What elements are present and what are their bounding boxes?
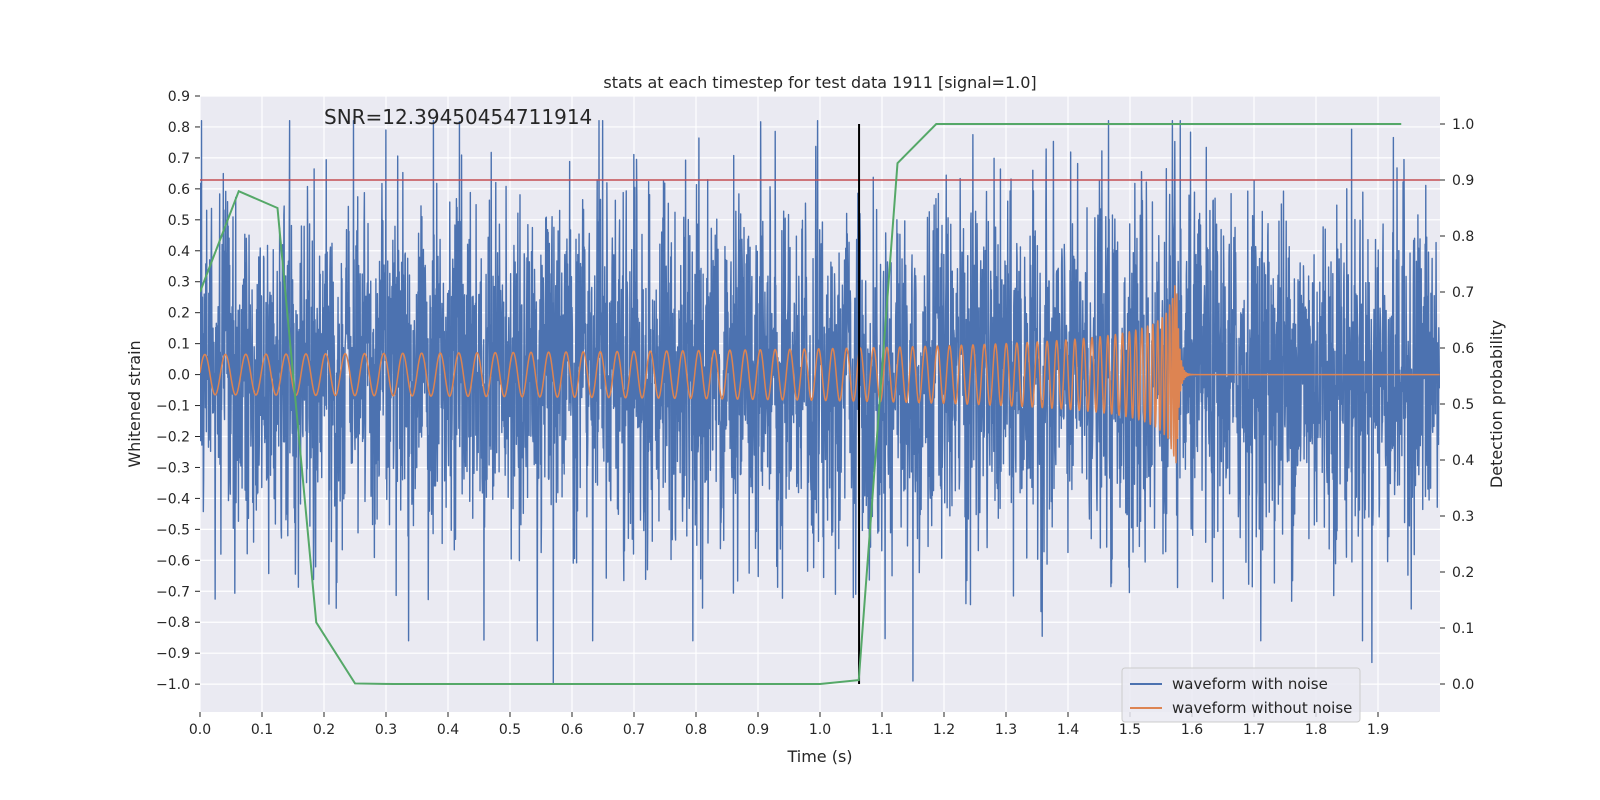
y-tick-label: 0.2: [168, 306, 190, 322]
right-tick-label: 0.5: [1452, 397, 1474, 413]
y-tick-label: −1.0: [156, 677, 190, 693]
right-tick-label: 0.3: [1452, 509, 1474, 525]
y-tick-label: −0.7: [156, 584, 190, 600]
y-axis-ticks: 0.9 0.8 0.7 0.6 0.5 0.4 0.3 0.2 0.1 0.0 −0.1 −0.2 −0…: [156, 89, 200, 693]
x-tick-label: 0.0: [189, 722, 211, 738]
x-tick-label: 1.9: [1367, 722, 1389, 738]
x-tick-label: 1.5: [1119, 722, 1141, 738]
x-tick-label: 0.6: [561, 722, 583, 738]
right-tick-label: 0.2: [1452, 565, 1474, 581]
x-tick-label: 0.8: [685, 722, 707, 738]
x-tick-label: 1.6: [1181, 722, 1203, 738]
y-tick-label: −0.8: [156, 615, 190, 631]
x-tick-label: 0.3: [375, 722, 397, 738]
x-tick-label: 1.0: [809, 722, 831, 738]
x-tick-label: 1.7: [1243, 722, 1265, 738]
legend-box: [1121, 667, 1361, 723]
x-tick-label: 1.1: [871, 722, 893, 738]
legend: waveform with noise waveform without noi…: [1121, 667, 1361, 723]
y-tick-label: −0.2: [156, 430, 190, 446]
right-tick-label: 0.7: [1452, 285, 1474, 301]
x-tick-label: 0.1: [251, 722, 273, 738]
x-tick-label: 1.8: [1305, 722, 1327, 738]
y-tick-label: −0.9: [156, 646, 190, 662]
y-tick-label: 0.9: [168, 89, 190, 105]
x-tick-label: 0.2: [313, 722, 335, 738]
right-axis-ticks: 1.0 0.9 0.8 0.7 0.6 0.5 0.4 0.3 0.2 0.1 0.0: [1440, 117, 1474, 693]
legend-label-noise: waveform with noise: [1172, 675, 1328, 693]
y-tick-label: −0.5: [156, 522, 190, 538]
y-axis-label: Whitened strain: [125, 340, 144, 467]
x-tick-label: 0.9: [747, 722, 769, 738]
x-tick-label: 0.5: [499, 722, 521, 738]
y-tick-label: 0.6: [168, 182, 190, 198]
y-tick-label: 0.0: [168, 368, 190, 384]
x-axis-label: Time (s): [786, 747, 852, 766]
noise-waveform-line: [200, 120, 1440, 685]
detection-probability-line: [200, 123, 1402, 685]
right-tick-label: 0.9: [1452, 173, 1474, 189]
y-tick-label: 0.1: [168, 337, 190, 353]
x-tick-label: 0.7: [623, 722, 645, 738]
y-tick-label: −0.1: [156, 399, 190, 415]
y-tick-label: 0.7: [168, 151, 190, 167]
right-tick-label: 0.1: [1452, 621, 1474, 637]
right-tick-label: 0.6: [1452, 341, 1474, 357]
x-tick-label: 1.2: [933, 722, 955, 738]
snr-annotation: SNR=12.39450454711914: [324, 105, 592, 129]
legend-label-clean: waveform without noise: [1172, 699, 1352, 717]
y-tick-label: 0.3: [168, 275, 190, 291]
y-tick-label: −0.3: [156, 460, 190, 476]
x-axis-ticks: 0.0 0.1 0.2 0.3 0.4 0.5 0.6 0.7 0.8 0.9 1.0 1.1 1.2 1…: [189, 712, 1389, 738]
right-tick-label: 0.4: [1452, 453, 1474, 469]
x-tick-label: 1.4: [1057, 722, 1079, 738]
y-tick-label: 0.5: [168, 213, 190, 229]
x-tick-label: 1.3: [995, 722, 1017, 738]
clean-waveform-line: [200, 285, 1440, 464]
y-tick-label: −0.4: [156, 491, 190, 507]
right-tick-label: 0.8: [1452, 229, 1474, 245]
y-tick-label: 0.4: [168, 244, 190, 260]
right-tick-label: 1.0: [1452, 117, 1474, 133]
chart-title: stats at each timestep for test data 191…: [603, 73, 1036, 92]
right-axis-label: Detection probability: [1487, 320, 1506, 488]
right-tick-label: 0.0: [1452, 677, 1474, 693]
y-tick-label: −0.6: [156, 553, 190, 569]
y-tick-label: 0.8: [168, 120, 190, 136]
x-tick-label: 0.4: [437, 722, 459, 738]
